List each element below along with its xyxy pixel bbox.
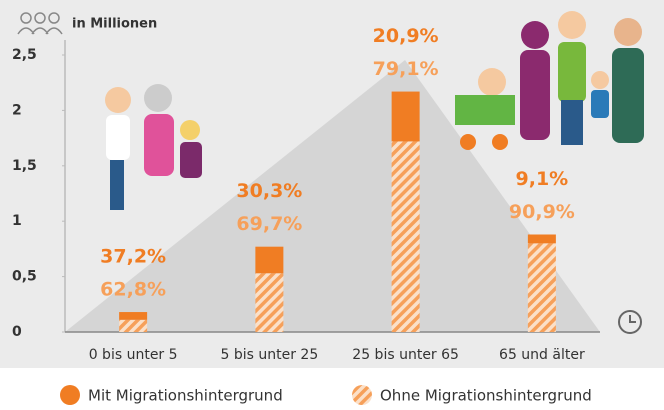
percent-label: 30,3%	[236, 180, 302, 202]
bar-segment	[528, 243, 556, 332]
percent-label: 90,9%	[509, 201, 575, 223]
bar-segment	[392, 92, 420, 142]
legend-label: Ohne Migrationshintergrund	[380, 387, 592, 405]
bar-segment	[528, 234, 556, 243]
legend-swatch	[60, 385, 80, 405]
y-tick-label: 0,5	[12, 269, 37, 285]
percent-label: 69,7%	[236, 213, 302, 235]
legend-swatch	[352, 385, 372, 405]
legend-label: Mit Migrationshintergrund	[88, 387, 283, 405]
bar-segment	[255, 247, 283, 274]
y-axis-label: in Millionen	[72, 17, 157, 32]
bar-segment	[255, 273, 283, 332]
x-tick-label: 65 und älter	[499, 347, 585, 363]
percent-label: 79,1%	[373, 58, 439, 80]
percent-label: 37,2%	[100, 246, 166, 268]
bar-segment	[119, 320, 147, 332]
y-tick-label: 0	[12, 324, 22, 340]
percent-label: 20,9%	[373, 25, 439, 47]
x-tick-label: 25 bis unter 65	[352, 347, 459, 363]
bar-segment	[119, 312, 147, 320]
x-tick-label: 5 bis unter 25	[221, 347, 319, 363]
percent-label: 62,8%	[100, 279, 166, 301]
y-tick-label: 1	[12, 213, 22, 229]
chart: in Millionen 0 0,5 1 1,5 2 2,5 0 bis unter 5 37…	[0, 0, 664, 410]
x-tick-label: 0 bis unter 5	[89, 347, 178, 363]
bar-segment	[392, 141, 420, 332]
y-tick-label: 1,5	[12, 158, 37, 174]
y-tick-label: 2	[12, 102, 22, 118]
percent-label: 9,1%	[516, 168, 569, 190]
y-tick-label: 2,5	[12, 47, 37, 63]
